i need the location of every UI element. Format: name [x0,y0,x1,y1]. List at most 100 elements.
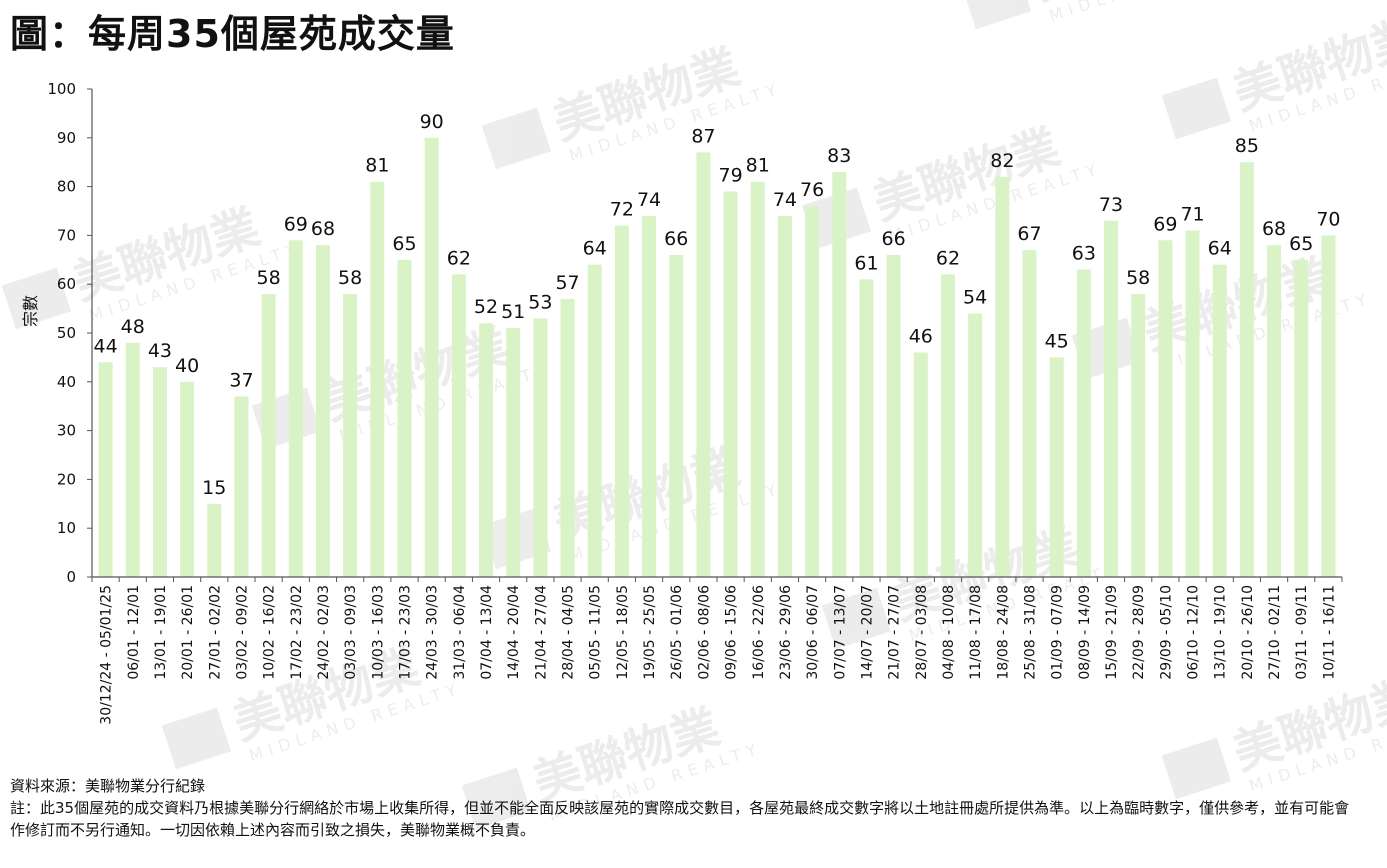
y-axis-label: 宗數 [21,295,40,327]
bar [479,323,494,577]
bar [125,342,140,577]
bar [913,352,928,577]
data-label: 61 [854,252,878,274]
data-label: 40 [175,355,199,377]
x-tick-label: 03/02 - 09/02 [234,585,250,680]
bar [1049,357,1064,577]
bar [234,396,249,577]
data-label: 58 [257,267,281,289]
x-tick-label: 09/06 - 15/06 [724,585,740,680]
bar [370,181,385,577]
y-tick-label: 80 [57,178,76,196]
data-label: 67 [1017,223,1041,245]
data-label: 74 [637,189,661,211]
data-label: 15 [202,477,226,499]
x-tick-label: 03/03 - 09/03 [343,585,359,680]
bar [642,215,657,577]
x-tick-label: 20/01 - 26/01 [180,585,196,680]
x-tick-label: 25/08 - 31/08 [1023,585,1039,680]
data-label: 63 [1072,243,1096,265]
bar [1294,259,1309,577]
bar [533,318,548,577]
data-label: 83 [827,145,851,167]
bar [1185,230,1200,577]
bar [560,298,575,577]
x-tick-label: 19/05 - 25/05 [642,585,658,680]
bar [1239,162,1254,577]
bar [805,206,820,577]
data-label: 46 [909,326,933,348]
data-label: 90 [420,111,444,133]
disclaimer-note: 註：此35個屋苑的成交資料乃根據美聯分行網絡於市場上收集所得，但並不能全面反映該… [10,799,1350,839]
x-tick-label: 04/08 - 10/08 [941,585,957,680]
data-label: 65 [392,233,416,255]
x-tick-label: 28/04 - 04/05 [561,585,577,680]
x-tick-label: 17/02 - 23/02 [289,585,305,680]
data-label: 81 [746,155,770,177]
source-note: 資料來源：美聯物業分行紀錄 [10,777,206,795]
bars-group [98,137,1336,578]
data-label: 51 [501,301,525,323]
y-tick-label: 90 [57,129,76,147]
y-tick-label: 40 [57,373,76,391]
data-label: 64 [1208,238,1232,260]
data-label: 70 [1316,208,1340,230]
data-label: 82 [990,150,1014,172]
data-label: 68 [311,218,335,240]
data-label: 48 [121,316,145,338]
bar [968,313,983,577]
x-tick-label: 29/09 - 05/10 [1158,585,1174,680]
x-tick-label: 31/03 - 06/04 [452,585,468,680]
x-tick-label: 24/03 - 30/03 [425,585,441,680]
y-tick-label: 50 [57,324,76,342]
data-label: 76 [800,179,824,201]
x-tick-label: 06/10 - 12/10 [1186,585,1202,680]
bar [1267,245,1282,577]
bar [288,240,303,577]
bar [886,254,901,578]
data-label: 53 [528,291,552,313]
bar [940,274,955,577]
x-tick-label: 27/01 - 02/02 [207,585,223,680]
y-tick-label: 100 [47,80,76,98]
bar [750,181,765,577]
data-label: 54 [963,286,987,308]
data-label: 68 [1262,218,1286,240]
x-tick-label: 23/06 - 29/06 [778,585,794,680]
x-tick-label: 22/09 - 28/09 [1131,585,1147,680]
x-tick-label: 28/07 - 03/08 [914,585,930,680]
bar [315,245,330,577]
x-tick-label: 27/10 - 02/11 [1267,585,1283,680]
bar [207,503,222,577]
data-label: 62 [447,247,471,269]
data-label: 37 [229,369,253,391]
x-tick-label: 24/02 - 02/03 [316,585,332,680]
x-tick-label: 26/05 - 01/06 [669,585,685,680]
bar [1158,240,1173,577]
x-tick-label: 11/08 - 17/08 [968,585,984,680]
bar [1104,220,1119,577]
data-label: 52 [474,296,498,318]
bar [859,279,874,577]
x-tick-label: 02/06 - 08/06 [696,585,712,680]
data-label: 71 [1180,204,1204,226]
data-label: 64 [583,238,607,260]
data-label: 69 [1153,213,1177,235]
y-tick-label: 30 [57,422,76,440]
data-label: 58 [338,267,362,289]
data-label: 62 [936,247,960,269]
bar [587,264,602,577]
data-label: 72 [610,199,634,221]
bar [614,225,629,577]
data-label: 66 [882,228,906,250]
bar [1212,264,1227,577]
x-tick-label: 14/04 - 20/04 [506,585,522,680]
data-label: 43 [148,340,172,362]
bar [397,259,412,577]
x-tick-label: 18/08 - 24/08 [995,585,1011,680]
x-tick-label: 05/05 - 11/05 [588,585,604,680]
